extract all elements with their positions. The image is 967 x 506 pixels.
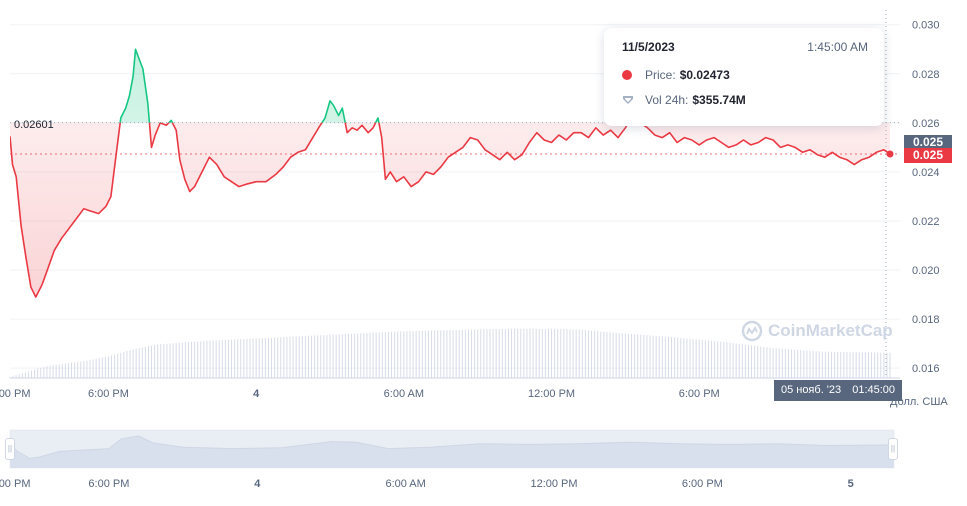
x-tick-label: 2:00 PM [0,388,30,400]
y-tick-label: 0.016 [912,363,940,375]
tooltip-price-row: Price: $0.02473 [622,68,730,82]
x-tick-label: 6:00 PM [679,388,720,400]
tooltip-time: 1:45:00 AM [807,40,868,54]
y-tick-label: 0.022 [912,216,940,228]
currency-label: Долл. США [890,396,948,408]
crosshair-time: 01:45:00 [852,384,896,396]
navigator-selection [10,430,894,468]
x-tick-label: 6:00 AM [384,388,424,400]
y-tick-label: 0.020 [912,265,940,277]
coinmarketcap-watermark: CoinMarketCap [741,320,893,342]
tooltip-volume-row: Vol 24h: $355.74M [622,93,746,107]
tooltip-date: 11/5/2023 [622,40,675,54]
tooltip-volume-value: $355.74M [692,93,746,107]
tooltip-price-value: $0.02473 [679,68,730,82]
current-price-badge-red: 0.025 [904,148,952,163]
navigator-right-handle[interactable]: || [888,438,898,460]
crosshair-time-badge: 05 нояб. '23 01:45:00 [774,380,902,401]
y-tick-label: 0.024 [912,167,940,179]
coinmarketcap-logo-icon [741,320,763,342]
y-tick-label: 0.028 [912,69,940,81]
navigator-tick-label: 2:00 PM [0,478,30,490]
navigator-line [9,435,895,459]
navigator-tick-label: 6:00 AM [385,478,425,490]
navigator-axis-ticks: 2:00 PM 6:00 PM 4 6:00 AM 12:00 PM 6:00 PM 5 [0,478,854,490]
watermark-text: CoinMarketCap [768,321,893,340]
navigator-tick-label: 6:00 PM [682,478,723,490]
y-axis-ticks: 0.016 0.018 0.020 0.022 0.024 0.026 0.028 0.030 [912,20,940,375]
x-axis-ticks: 2:00 PM 6:00 PM 4 6:00 AM 12:00 PM 6:00 PM [0,388,720,400]
tooltip-volume-label: Vol 24h: [645,93,689,107]
previous-close-label: 0.02601 [14,119,54,131]
price-line-below [10,122,890,298]
x-tick-label: 6:00 PM [88,388,129,400]
price-line-group [10,48,894,298]
y-tick-label: 0.018 [912,314,940,326]
y-tick-label: 0.030 [912,20,940,32]
x-tick-label: 12:00 PM [528,388,575,400]
crosshair-date: 05 нояб. '23 [780,384,842,396]
navigator-tick-label: 6:00 PM [88,478,129,490]
navigator-tick-label: 4 [254,478,261,490]
price-line-above [119,48,642,123]
price-tooltip: 11/5/2023 1:45:00 AM Price: $0.02473 Vol… [604,28,884,126]
area-fill-below [10,122,890,297]
navigator-tick-label: 5 [848,478,854,490]
y-tick-label: 0.026 [912,118,940,130]
current-price-badge: 0.025 [904,135,952,150]
price-dot-icon [622,70,632,80]
price-area-fill [10,49,890,297]
current-price-point [886,150,894,158]
volume-shield-icon [623,96,633,104]
range-navigator[interactable] [9,429,895,469]
x-tick-label: 4 [253,388,260,400]
volume-bars [9,328,891,378]
navigator-tick-label: 12:00 PM [530,478,577,490]
tooltip-price-label: Price: [645,68,676,82]
navigator-left-handle[interactable]: || [5,438,15,460]
